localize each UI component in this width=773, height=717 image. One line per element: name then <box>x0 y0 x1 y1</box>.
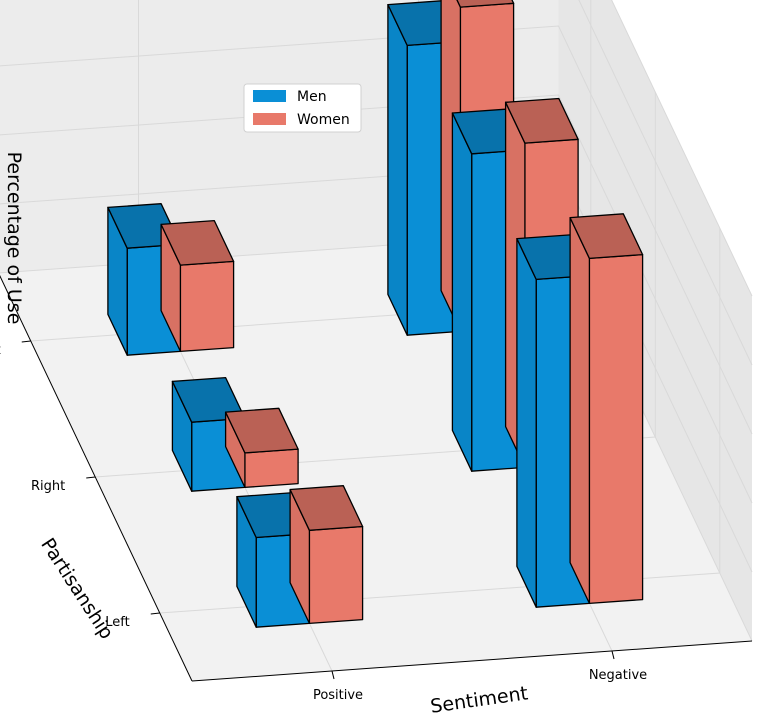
bar-top-face <box>456 0 515 8</box>
bar-side-face <box>451 112 473 472</box>
bar-side-face <box>569 216 591 605</box>
x-tick-label: Positive <box>313 688 363 703</box>
x-tick-label: Negative <box>589 668 647 683</box>
z-axis-title: Percentage of Use <box>3 152 25 325</box>
bar-women-positive-left <box>289 485 364 625</box>
y-axis-title: Partisanship <box>36 534 117 643</box>
bar-front-face <box>244 448 299 489</box>
bar-women-negative-left <box>569 213 644 605</box>
z-grid-line <box>578 0 753 366</box>
bar-women-positive-right <box>224 407 299 489</box>
y-tick-mark <box>86 476 96 479</box>
z-grid-line <box>0 94 753 504</box>
legend-label-women: Women <box>297 112 350 128</box>
y-tick-mark <box>150 612 160 615</box>
z-grid-line <box>611 0 753 297</box>
bar-top-face <box>289 485 364 531</box>
legend-swatch-men <box>253 90 286 102</box>
bar-side-face <box>516 237 537 608</box>
x-tick-mark <box>611 650 615 660</box>
bar-front-face <box>308 525 364 625</box>
bar-top-face <box>504 97 579 144</box>
x-axis-line <box>191 640 753 682</box>
y-tick-mark <box>21 340 31 343</box>
z-grid-line <box>0 25 753 435</box>
legend-label-men: Men <box>297 89 327 105</box>
y-tick-label: Left <box>105 615 129 630</box>
x-axis-title: Sentiment <box>429 682 529 717</box>
bar-top-face <box>224 407 299 454</box>
bar-front-face <box>179 260 235 353</box>
x-tick-mark <box>331 670 335 680</box>
y-tick-label: Alt right <box>0 343 1 358</box>
bar-top-face <box>569 213 644 260</box>
bar-top-face <box>160 219 235 266</box>
x-axis: Positive Negative <box>191 640 753 703</box>
legend-swatch-women <box>253 113 286 125</box>
bar-women-positive-alt-right <box>160 219 235 353</box>
bars <box>107 0 644 628</box>
bar-front-face <box>588 253 644 605</box>
y-axis: Left Right Alt right <box>0 274 193 682</box>
bar-side-face <box>387 3 408 336</box>
legend: Men Women <box>243 83 362 133</box>
y-tick-label: Right <box>31 479 65 494</box>
